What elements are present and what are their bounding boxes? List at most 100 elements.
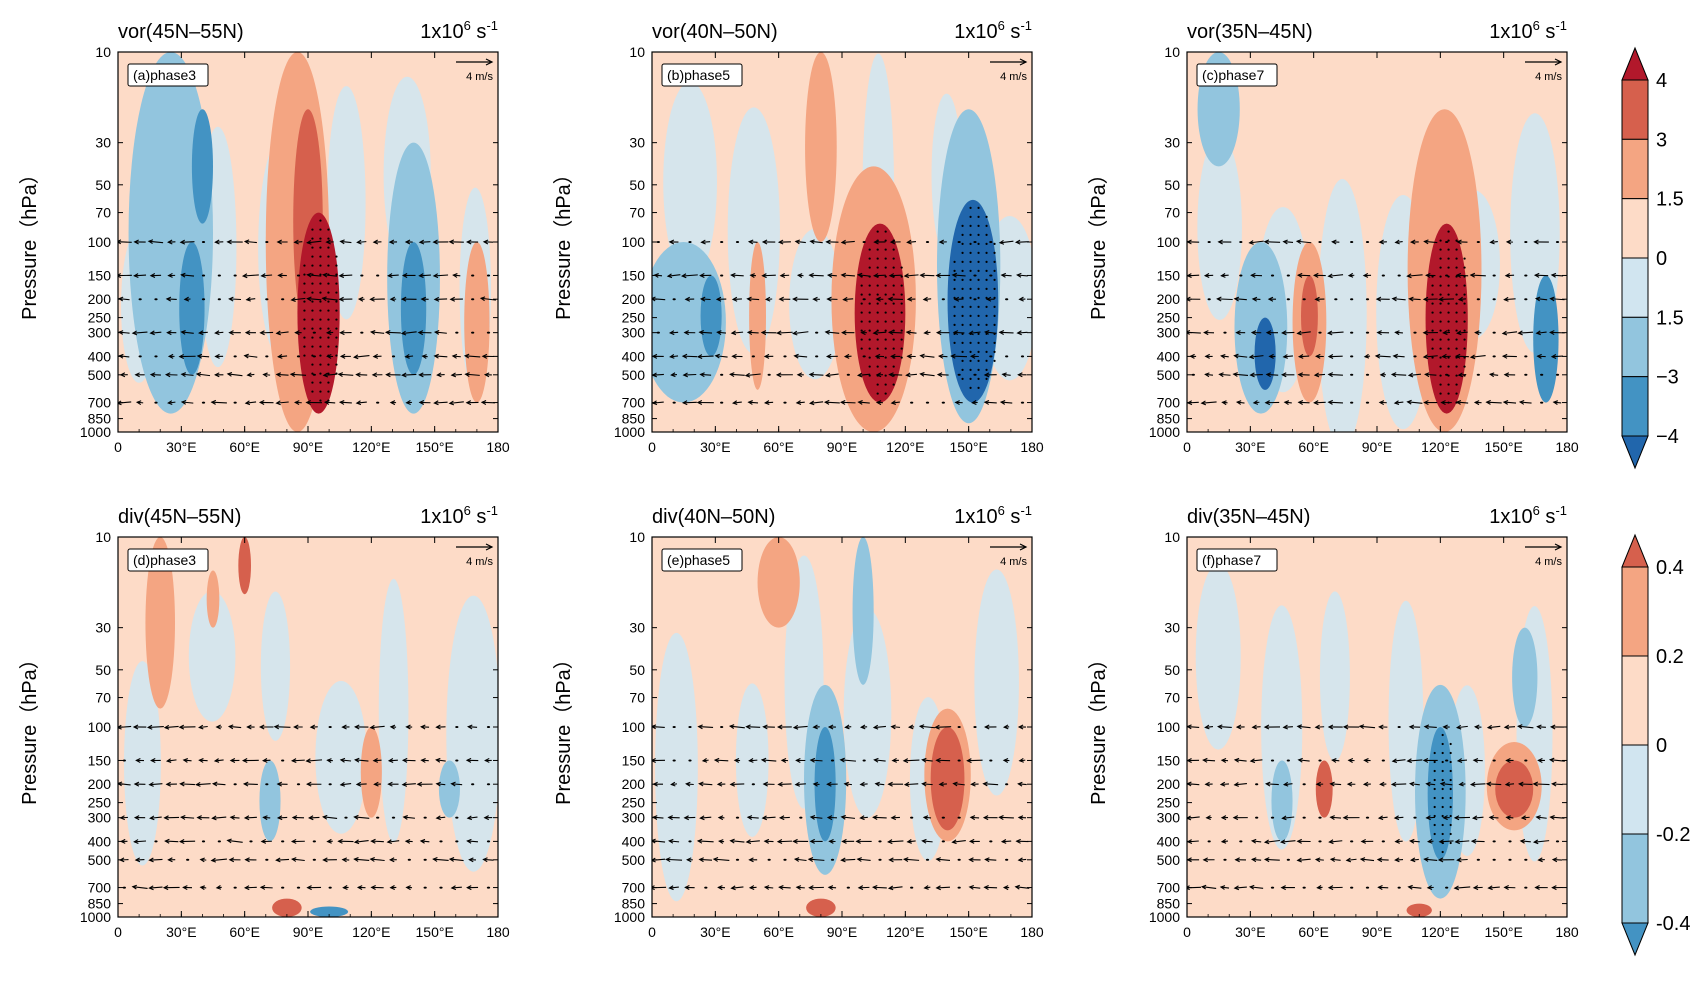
wind-arrow <box>150 757 161 763</box>
contour-blob <box>700 275 722 357</box>
stipple-dot <box>900 320 903 323</box>
stipple-dot <box>1439 311 1442 314</box>
wind-arrow <box>1286 274 1290 277</box>
stipple-dot <box>985 341 988 344</box>
wind-arrow <box>825 353 838 359</box>
wind-arrow <box>697 724 714 730</box>
stipple-dot <box>860 293 863 296</box>
wind-arrow <box>855 838 872 844</box>
wind-arrow <box>307 815 320 821</box>
stipple-dot <box>335 354 338 357</box>
x-tick-label: 30°E <box>700 924 731 940</box>
wind-arrow <box>1018 757 1026 763</box>
y-tick-label: 700 <box>622 395 646 411</box>
wind-arrow <box>735 816 740 819</box>
wind-arrow <box>312 840 316 843</box>
stipple-dot <box>884 383 887 386</box>
wind-arrow <box>198 724 208 730</box>
wind-arrow <box>338 296 353 302</box>
background-field <box>1187 537 1567 917</box>
wind-arrow <box>423 858 427 861</box>
wind-arrow <box>183 296 191 302</box>
wind-arrow <box>941 840 945 843</box>
wind-arrow <box>809 815 823 820</box>
stipple-dot <box>969 359 972 362</box>
reference-vector <box>1525 58 1563 66</box>
wind-arrow <box>416 781 433 787</box>
wind-arrow <box>1492 274 1496 277</box>
stipple-dot <box>993 350 996 353</box>
wind-arrow <box>1441 353 1451 359</box>
y-tick-label: 50 <box>629 177 645 193</box>
wind-arrow <box>665 857 683 863</box>
stipple-dot <box>1455 365 1458 368</box>
stipple-dot <box>319 264 322 267</box>
wind-arrow <box>186 858 190 861</box>
wind-arrow <box>163 815 180 821</box>
wind-arrow <box>794 781 806 787</box>
wind-arrow <box>887 839 904 845</box>
wind-arrow <box>1327 273 1344 279</box>
wind-arrow <box>122 886 126 889</box>
stipple-dot <box>1449 751 1452 755</box>
wind-arrow <box>682 372 697 378</box>
stipple-dot <box>1433 760 1436 764</box>
wind-arrow <box>809 239 823 245</box>
wind-arrow <box>178 353 196 359</box>
stipple-dot <box>892 284 895 287</box>
stipple-dot <box>985 242 988 245</box>
stipple-dot <box>1433 805 1436 809</box>
wind-arrow <box>293 400 302 406</box>
colorbar-swatch <box>1621 257 1649 318</box>
y-tick-label: 30 <box>95 135 111 151</box>
wind-arrow <box>1204 724 1214 730</box>
stipple-dot <box>319 246 322 249</box>
wind-arrow <box>1524 886 1528 889</box>
wind-arrow <box>133 815 146 821</box>
stipple-dot <box>1439 338 1442 341</box>
wind-arrow <box>1407 372 1421 378</box>
stipple-dot <box>1431 284 1434 287</box>
y-tick-label: 250 <box>1157 795 1181 811</box>
wind-arrow <box>387 781 399 787</box>
wind-arrow <box>1313 272 1326 278</box>
wind-arrow <box>296 274 301 277</box>
wind-arrow <box>905 330 917 335</box>
wind-arrow <box>1297 372 1310 378</box>
wind-arrow <box>1350 886 1354 889</box>
wind-arrow <box>1282 724 1293 730</box>
wind-arrow <box>420 758 429 763</box>
colorbar-swatch <box>1621 533 1649 568</box>
wind-arrow <box>767 373 771 376</box>
panel-label: (d)phase3 <box>133 552 196 568</box>
wind-arrow <box>433 296 448 302</box>
stipple-dot <box>1447 338 1450 341</box>
wind-arrow <box>957 816 961 819</box>
wind-arrow <box>973 298 977 301</box>
stipple-dot <box>327 228 330 231</box>
stipple-dot <box>953 269 956 272</box>
wind-arrow <box>842 296 854 302</box>
wind-arrow <box>1503 885 1516 890</box>
wind-arrow <box>778 884 791 890</box>
wind-arrow <box>827 724 836 730</box>
stipple-dot <box>977 368 980 371</box>
wind-arrow <box>907 724 915 730</box>
wind-arrow <box>133 273 147 279</box>
wind-arrow <box>1394 838 1403 844</box>
wind-arrow <box>1534 885 1548 891</box>
y-tick-label: 300 <box>88 810 112 826</box>
weak-anomaly <box>1319 591 1350 762</box>
wind-arrow <box>776 330 793 336</box>
wind-arrow <box>262 372 271 378</box>
contour-blob <box>206 570 220 628</box>
y-tick-label: 850 <box>88 896 112 912</box>
stipple-dot <box>311 282 314 285</box>
wind-arrow <box>420 296 429 302</box>
wind-arrow <box>1017 815 1027 821</box>
colorbar-swatch <box>1621 376 1649 437</box>
wind-arrow <box>1233 757 1247 763</box>
colorbar-label: 0 <box>1656 248 1667 270</box>
wind-arrow <box>1381 759 1385 762</box>
stipple-dot <box>993 314 996 317</box>
